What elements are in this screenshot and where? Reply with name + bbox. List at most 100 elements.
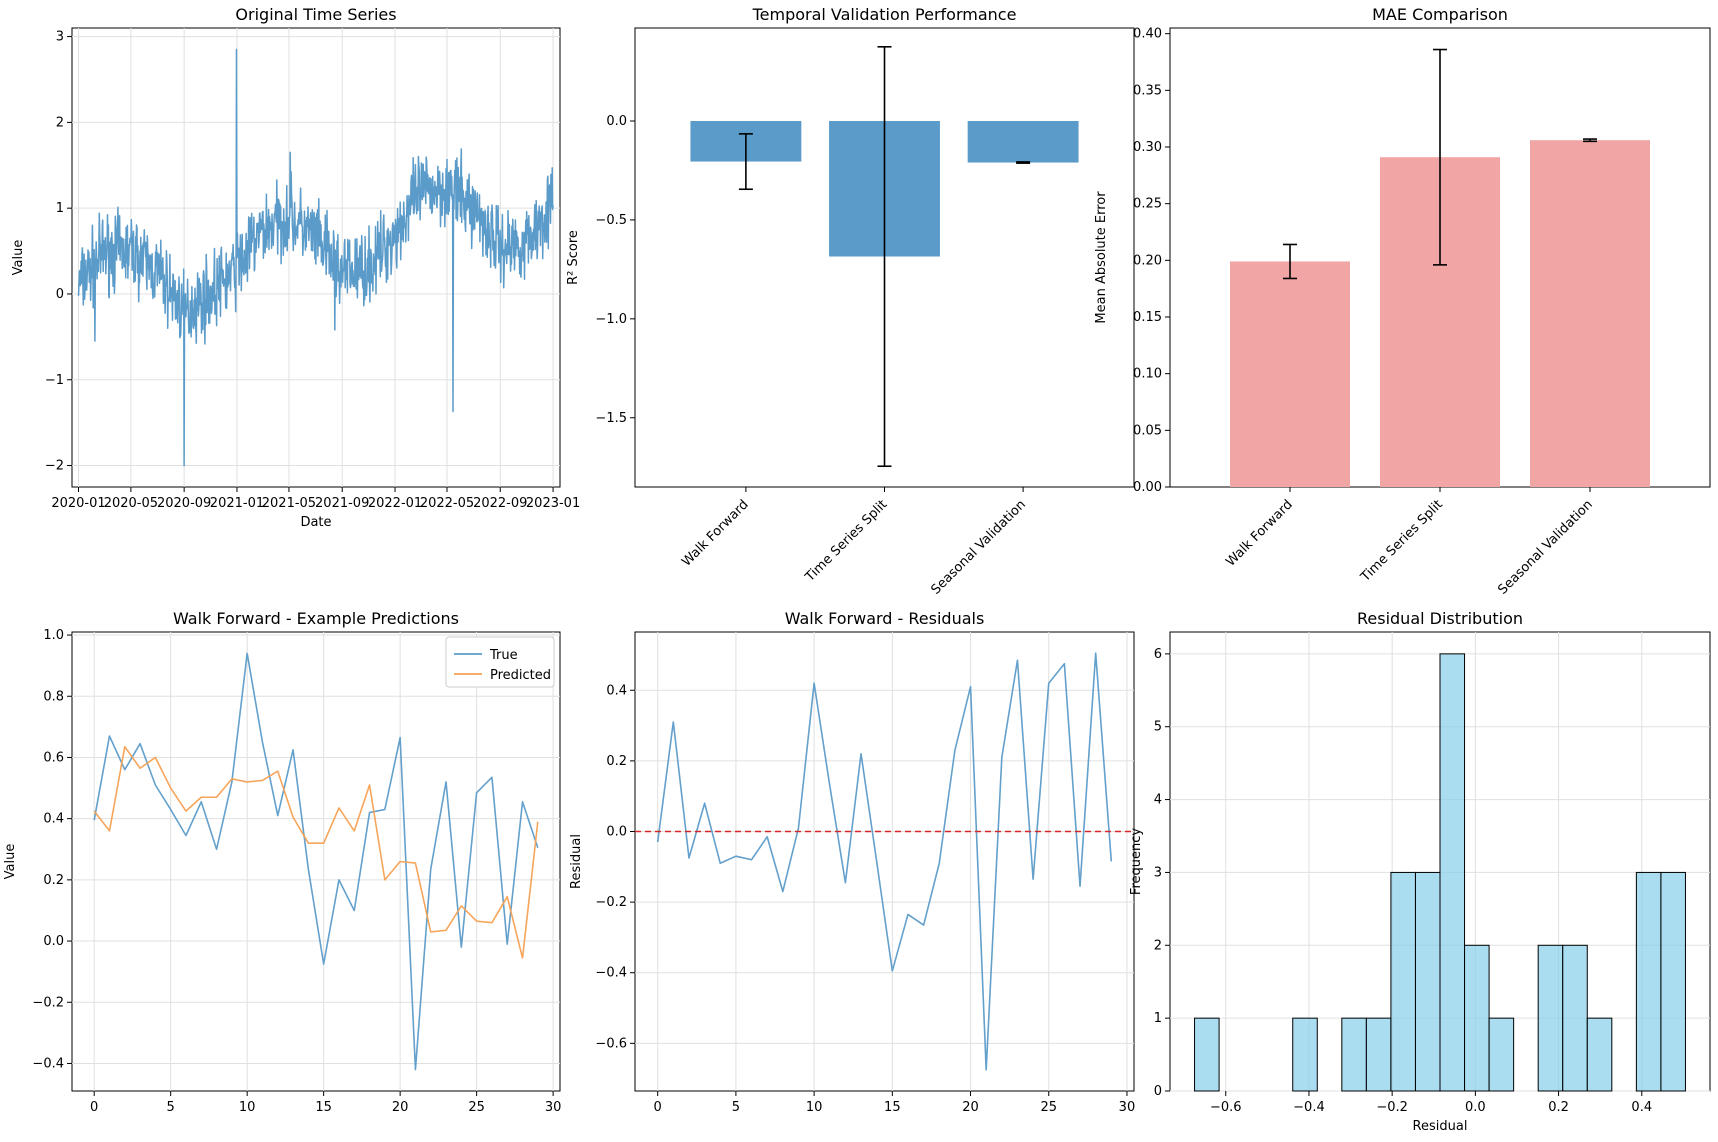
y-tick-label: −0.2 [595, 895, 627, 910]
x-tick-label: 2020-05 [104, 496, 158, 511]
chart-original-time-series: Original Time Series−2−101232020-012020-… [11, 5, 580, 530]
x-tick-label: 30 [1119, 1100, 1136, 1115]
chart-title: Walk Forward - Example Predictions [173, 609, 459, 628]
histogram-bar [1488, 1017, 1515, 1092]
chart-title: MAE Comparison [1372, 5, 1508, 24]
y-tick-label: 0.4 [606, 683, 627, 698]
chart-title: Residual Distribution [1357, 609, 1523, 628]
x-tick-label: 2020-09 [157, 496, 211, 511]
x-tick-label: 0.2 [1548, 1100, 1569, 1115]
y-axis-label: Mean Absolute Error [1094, 191, 1109, 324]
y-axis-label: Frequency [1129, 828, 1144, 895]
x-tick-label: 5 [732, 1100, 740, 1115]
plot-frame [634, 631, 1135, 1092]
series-line-true [93, 652, 539, 1071]
y-tick-label: 0.4 [43, 812, 64, 827]
x-tick-label: 15 [884, 1100, 901, 1115]
x-tick-label: −0.2 [1376, 1100, 1408, 1115]
y-tick-label: −0.2 [32, 995, 64, 1010]
legend-label: Predicted [490, 668, 551, 683]
histogram-bar [1194, 1017, 1220, 1092]
y-axis-label: Residual [569, 834, 584, 889]
x-tick-label: −0.4 [1293, 1100, 1325, 1115]
y-tick-label: 1.0 [43, 628, 64, 643]
y-tick-label: 4 [1154, 793, 1162, 808]
chart-temporal-validation: Temporal Validation Performance 0.0 −0.5 −1… [566, 5, 1135, 598]
legend: True Predicted [445, 636, 555, 688]
x-tick-label: 5 [167, 1100, 175, 1115]
x-tick-label: 15 [315, 1100, 332, 1115]
y-axis-label: Value [3, 844, 18, 880]
x-tick-label: 30 [545, 1100, 562, 1115]
histogram-bar [1635, 871, 1662, 1092]
x-tick-label: 10 [239, 1100, 256, 1115]
category-label: Time Series Split [802, 497, 890, 585]
chart-title: Walk Forward - Residuals [785, 609, 985, 628]
chart-residuals: Walk Forward - Residuals −0.6 −0.4 −0.2 0.0 0… [569, 609, 1135, 1115]
y-tick-label: −1 [45, 373, 64, 388]
x-tick-label: 25 [468, 1100, 485, 1115]
y-tick-label: 0.20 [1133, 253, 1162, 268]
y-tick-label: 3 [56, 30, 64, 45]
plot-frame [71, 27, 561, 488]
y-tick-label: 2 [1154, 938, 1162, 953]
y-tick-label: 0.25 [1133, 197, 1162, 212]
x-tick-label: −0.6 [1210, 1100, 1242, 1115]
bar [1230, 261, 1350, 487]
x-axis-label: Date [300, 515, 331, 530]
y-tick-label: −1.0 [595, 312, 627, 327]
x-tick-label: 0 [90, 1100, 98, 1115]
bar [967, 120, 1079, 163]
y-tick-label: 0 [1154, 1084, 1162, 1099]
y-tick-label: −2 [45, 459, 64, 474]
histogram-bar [1439, 653, 1466, 1092]
series-line-predicted [93, 745, 539, 959]
y-tick-label: 2 [56, 115, 64, 130]
category-label: Walk Forward [1223, 497, 1296, 570]
category-label: Seasonal Validation [928, 497, 1028, 597]
plot-frame [71, 631, 561, 1092]
y-tick-label: 3 [1154, 865, 1162, 880]
x-tick-label: 0.0 [1465, 1100, 1486, 1115]
y-axis-label: Value [11, 240, 26, 276]
y-tick-label: 0.2 [43, 873, 64, 888]
histogram-bar [1390, 871, 1416, 1092]
y-tick-label: 0.05 [1133, 423, 1162, 438]
y-tick-label: 6 [1154, 647, 1162, 662]
bar [1530, 140, 1650, 487]
x-tick-label: 2020-01 [51, 496, 105, 511]
y-axis-label: R² Score [566, 230, 581, 285]
histogram-bar [1537, 944, 1564, 1092]
residual-line [656, 652, 1113, 1071]
y-tick-label: 0.00 [1133, 480, 1162, 495]
y-tick-label: 0.30 [1133, 140, 1162, 155]
y-tick-label: 0.0 [43, 934, 64, 949]
x-tick-label: 2022-01 [368, 496, 422, 511]
x-tick-label: 0.4 [1631, 1100, 1652, 1115]
x-tick-label: 0 [654, 1100, 662, 1115]
x-tick-label: 2022-09 [473, 496, 527, 511]
x-tick-label: 2021-09 [315, 496, 369, 511]
x-tick-label: 20 [962, 1100, 979, 1115]
x-axis-label: Residual [1413, 1119, 1468, 1134]
y-tick-label: 0.40 [1133, 27, 1162, 42]
y-tick-label: 0.15 [1133, 310, 1162, 325]
x-tick-label: 25 [1040, 1100, 1057, 1115]
histogram-bar [1464, 944, 1490, 1092]
histogram-bar [1341, 1017, 1367, 1092]
y-tick-label: −0.5 [595, 213, 627, 228]
category-label: Walk Forward [679, 497, 752, 570]
y-tick-label: 1 [56, 201, 64, 216]
time-series-line [77, 48, 554, 467]
x-tick-label: 20 [392, 1100, 409, 1115]
y-tick-label: 1 [1154, 1011, 1162, 1026]
y-tick-label: 0.10 [1133, 367, 1162, 382]
y-tick-label: 0.35 [1133, 83, 1162, 98]
y-tick-label: 0.2 [606, 754, 627, 769]
histogram-bar [1292, 1017, 1318, 1092]
x-tick-label: 2023-01 [526, 496, 580, 511]
chart-mae-comparison: MAE Comparison 0.00 0.05 0.10 0.15 0.20 0.25 0.… [1094, 5, 1711, 598]
legend-label: True [489, 648, 518, 663]
y-tick-label: 0 [56, 287, 64, 302]
y-tick-label: −0.4 [32, 1056, 64, 1071]
